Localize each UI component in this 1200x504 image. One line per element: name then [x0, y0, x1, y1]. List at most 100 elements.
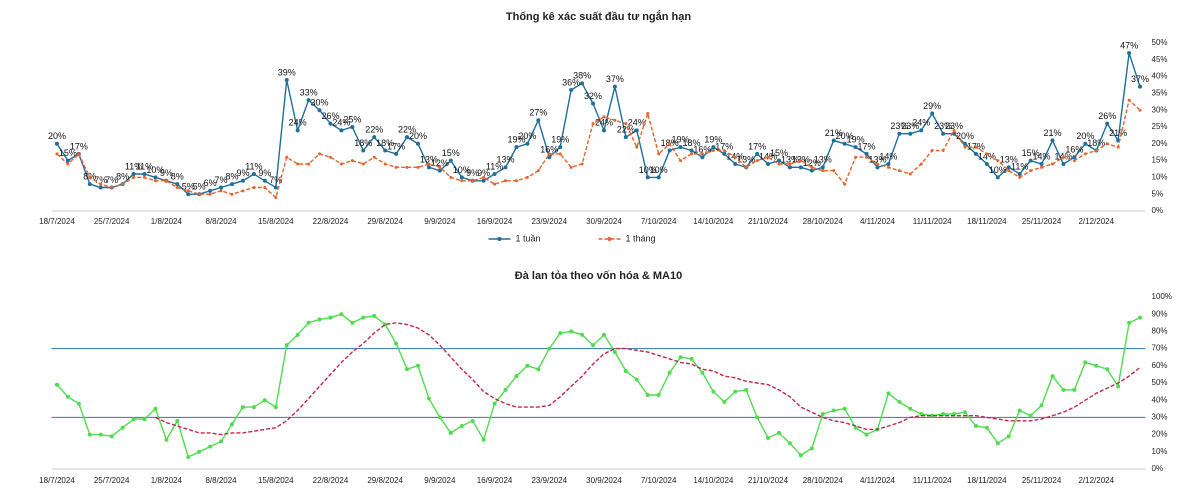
point [1116, 384, 1121, 389]
point [777, 158, 782, 163]
point [175, 185, 179, 189]
point [66, 162, 70, 166]
point [164, 179, 168, 183]
legend-marker [497, 237, 502, 241]
point [295, 128, 300, 133]
point [821, 169, 825, 173]
point [612, 84, 617, 89]
point [426, 165, 431, 170]
point [962, 410, 967, 415]
data-label: 18% [376, 138, 394, 148]
point [558, 152, 562, 156]
point [514, 145, 519, 150]
point [87, 182, 92, 187]
x-tick-label: 28/10/2024 [803, 476, 844, 485]
point [98, 432, 103, 437]
point [744, 387, 749, 392]
point [1061, 161, 1066, 166]
point [328, 121, 333, 126]
point [372, 135, 377, 140]
point [908, 172, 912, 176]
point [132, 175, 136, 179]
point [547, 152, 551, 156]
point [1083, 152, 1087, 156]
x-tick-label: 4/11/2024 [860, 476, 896, 485]
point [995, 441, 1000, 446]
data-label: 20% [836, 131, 854, 141]
data-label: 21% [825, 128, 843, 138]
point [536, 118, 541, 123]
point [88, 175, 92, 179]
point [153, 175, 158, 180]
point [897, 169, 901, 173]
point [426, 396, 431, 401]
point [700, 370, 705, 375]
point [1028, 413, 1033, 418]
point [755, 159, 759, 163]
point [831, 138, 836, 143]
point [623, 368, 628, 373]
y-tick-label: 10% [1152, 173, 1168, 182]
x-tick-label: 9/9/2024 [424, 217, 456, 226]
data-label: 23% [945, 121, 963, 131]
point [547, 346, 552, 351]
point [700, 152, 704, 156]
point [591, 343, 596, 348]
point [405, 135, 410, 140]
data-label: 5% [182, 182, 195, 192]
point [470, 418, 475, 423]
data-label: 13% [868, 155, 886, 165]
point [219, 185, 224, 190]
data-label: 18% [682, 138, 700, 148]
point [262, 398, 267, 403]
point [284, 77, 289, 82]
point [361, 315, 366, 320]
y-tick-label: 45% [1152, 55, 1168, 64]
point [722, 149, 726, 153]
y-tick-label: 100% [1152, 292, 1172, 301]
point [635, 145, 639, 149]
point [460, 179, 464, 183]
data-label: 26% [321, 111, 339, 121]
point [832, 169, 836, 173]
data-label: 20% [956, 131, 974, 141]
y-tick-label: 60% [1152, 361, 1168, 370]
point [284, 343, 289, 348]
point [448, 158, 453, 163]
point [864, 432, 869, 437]
point [383, 148, 388, 153]
point [77, 152, 81, 156]
y-tick-label: 20% [1152, 430, 1168, 439]
chart-title: Thống kê xác suất đầu tư ngắn hạn [506, 10, 691, 23]
point [558, 145, 563, 150]
data-label: 16% [540, 145, 558, 155]
data-label: 24% [595, 118, 613, 128]
point [372, 155, 376, 159]
y-tick-label: 35% [1152, 89, 1168, 98]
data-label: 27% [529, 108, 547, 118]
point [230, 422, 235, 427]
point [1127, 51, 1132, 56]
x-tick-label: 7/10/2024 [641, 217, 677, 226]
point [679, 159, 683, 163]
y-tick-label: 50% [1152, 38, 1168, 47]
series-line [56, 52, 1141, 195]
point [897, 131, 902, 136]
data-label: 17% [858, 141, 876, 151]
data-label: 19% [507, 135, 525, 145]
point [251, 405, 256, 410]
data-label: 20% [518, 131, 536, 141]
data-label: 47% [1120, 40, 1138, 50]
data-label: 17% [715, 141, 733, 151]
x-tick-label: 21/10/2024 [748, 217, 789, 226]
point [1028, 158, 1033, 163]
point [306, 320, 311, 325]
point [908, 406, 913, 411]
point [1083, 360, 1088, 365]
point [208, 188, 213, 193]
x-tick-label: 23/9/2024 [531, 476, 567, 485]
data-label: 14% [1033, 151, 1051, 161]
data-label: 13% [1000, 155, 1018, 165]
point [842, 406, 847, 411]
point [1127, 98, 1131, 102]
